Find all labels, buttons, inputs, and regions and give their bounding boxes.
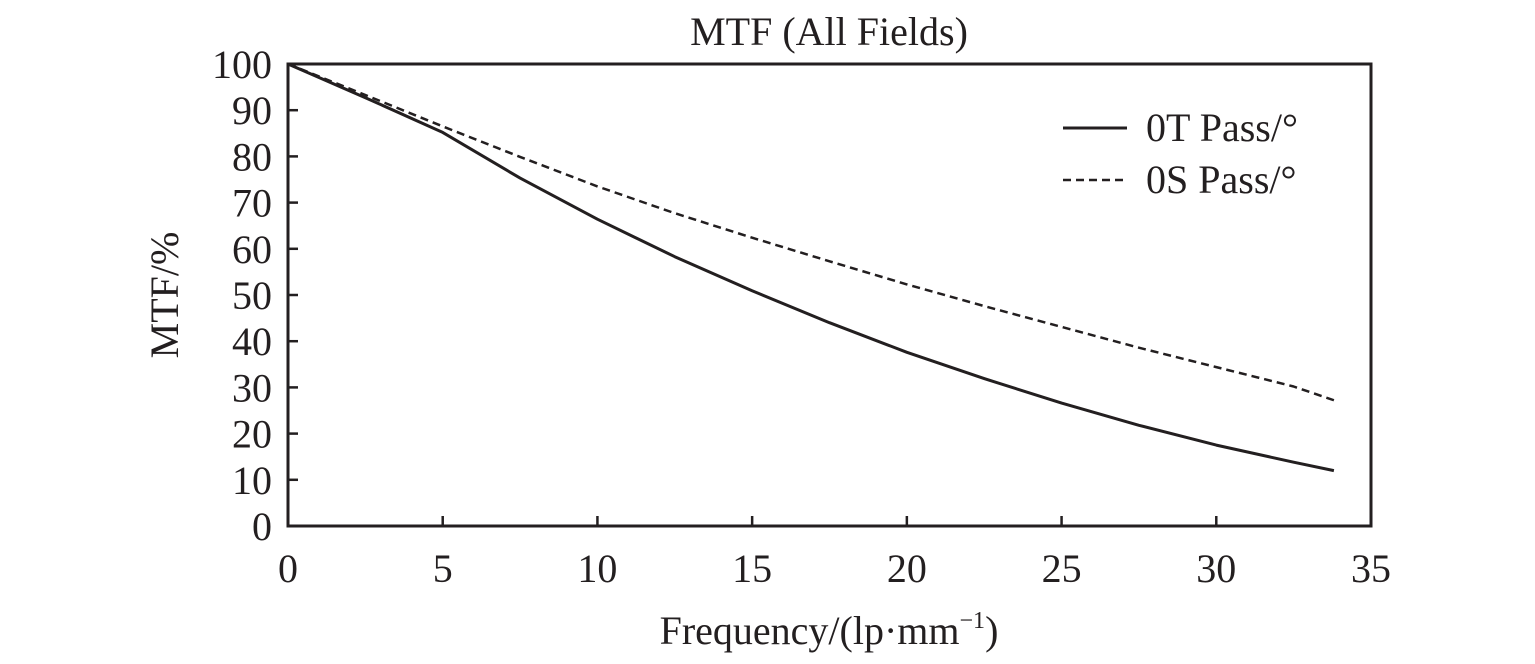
x-tick-label: 0: [278, 546, 298, 591]
legend: 0T Pass/° 0S Pass/°: [1063, 105, 1298, 202]
x-tick-label: 30: [1196, 546, 1236, 591]
series-lines: [287, 62, 1338, 473]
chart-title: MTF (All Fields): [690, 9, 968, 54]
series-line-0s: [287, 62, 1338, 403]
y-tick-label: 0: [252, 504, 272, 549]
y-axis-label: MTF/%: [142, 232, 187, 359]
x-axis-label-main: Frequency/(lp·mm: [660, 608, 960, 653]
y-tick-label: 10: [232, 458, 272, 503]
x-tick-label: 10: [577, 546, 617, 591]
x-axis-label-superscript: −1: [960, 608, 986, 634]
y-tick-label: 50: [232, 273, 272, 318]
y-tick-label: 90: [232, 88, 272, 133]
x-tick-label: 5: [433, 546, 453, 591]
legend-label-0s: 0S Pass/°: [1146, 157, 1297, 202]
y-tick-label: 100: [212, 42, 272, 87]
x-tick-label: 35: [1351, 546, 1391, 591]
y-tick-label: 20: [232, 412, 272, 457]
y-tick-label: 70: [232, 181, 272, 226]
series-line-0t: [287, 62, 1335, 473]
y-tick-label: 40: [232, 319, 272, 364]
y-tick-label: 60: [232, 227, 272, 272]
x-axis-label: Frequency/(lp·mm−1): [660, 608, 999, 653]
x-tick-label: 25: [1042, 546, 1082, 591]
x-axis-label-close: ): [985, 608, 998, 653]
y-tick-label: 30: [232, 365, 272, 410]
y-tick-label: 80: [232, 134, 272, 179]
x-tick-label: 20: [887, 546, 927, 591]
x-tick-label: 15: [732, 546, 772, 591]
legend-label-0t: 0T Pass/°: [1146, 105, 1298, 150]
